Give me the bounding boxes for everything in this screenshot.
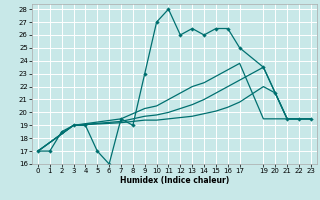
X-axis label: Humidex (Indice chaleur): Humidex (Indice chaleur) [120,176,229,185]
